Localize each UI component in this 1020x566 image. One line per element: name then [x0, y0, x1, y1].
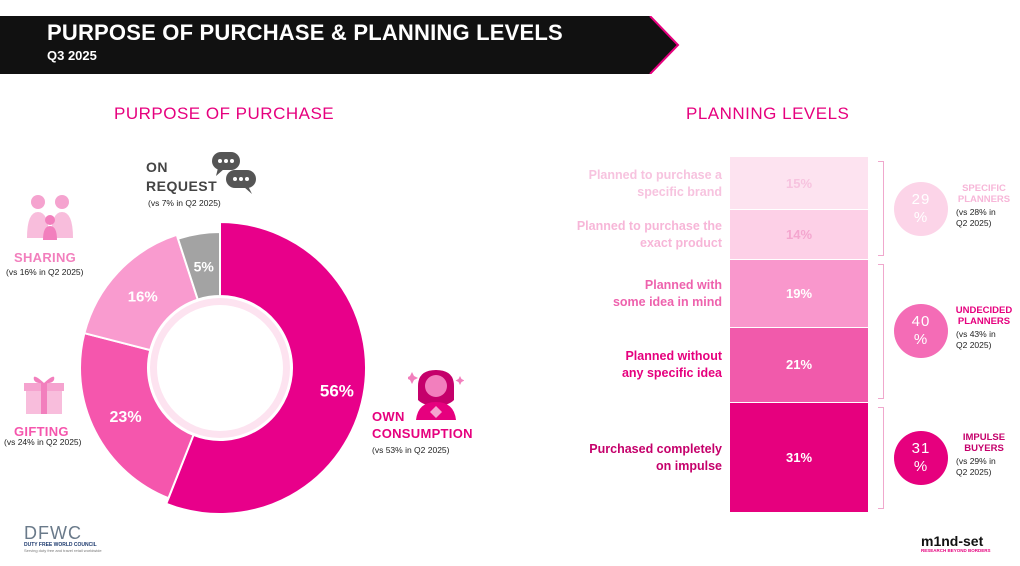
donut-value-own: 56% [320, 381, 354, 400]
stack-value-5: 31% [785, 449, 813, 465]
stack-segment-5 [730, 402, 868, 513]
donut-hole [157, 305, 283, 431]
donut-slice-gifting [79, 331, 195, 500]
stack-label-3: Planned with some idea in mind [612, 278, 722, 310]
request-comparison: (vs 7% in Q2 2025) [148, 198, 221, 208]
group-title-1: SPECIFIC PLANNERS [957, 182, 1011, 205]
mindset-logo: m1nd-set RESEARCH BEYOND BORDERS [921, 533, 991, 553]
group-bracket-1 [878, 161, 884, 257]
purpose-section-title: PURPOSE OF PURCHASE [114, 104, 335, 123]
dfwc-logo: DFWC DUTY FREE WORLD COUNCIL Serving dut… [24, 523, 102, 553]
stack-value-2: 14% [785, 227, 813, 243]
gifting-comparison: (vs 24% in Q2 2025) [4, 437, 82, 447]
stack-label-2: Planned to purchase the exact product [576, 219, 722, 251]
stack-label-1: Planned to purchase a specific brand [588, 167, 722, 199]
group-circle-2: 40% [894, 304, 948, 359]
woman-icon [408, 370, 464, 420]
group-title-2: UNDECIDED PLANNERS [955, 305, 1013, 328]
donut-slice-sharing [83, 233, 200, 352]
group-note-1: (vs 28% in Q2 2025) [956, 206, 996, 228]
sharing-comparison: (vs 16% in Q2 2025) [6, 267, 84, 277]
sharing-label: SHARING [14, 250, 77, 265]
purpose-donut-chart: 56% 23% 16% 5% [79, 220, 367, 515]
group-note-2: (vs 43% in Q2 2025) [956, 329, 996, 351]
stack-value-3: 19% [785, 286, 813, 302]
group-circle-1: 29% [894, 181, 948, 236]
donut-value-request: 5% [194, 258, 215, 274]
header-banner [0, 16, 680, 74]
planning-stacked-bar: 15% 14% 19% 21% 31% [730, 157, 868, 513]
stack-segment-1 [730, 157, 868, 211]
stack-value-4: 21% [785, 357, 813, 373]
own-consumption-label: OWN CONSUMPTION [372, 409, 473, 441]
planning-segment-labels: Planned to purchase a specific brand Plann… [520, 157, 722, 513]
group-title-3: IMPULSE BUYERS [962, 431, 1006, 454]
page-title: PURPOSE OF PURCHASE & PLANNING LEVELS [47, 20, 563, 45]
planning-section-title: PLANNING LEVELS [686, 104, 850, 123]
family-icon [27, 195, 73, 240]
request-label: ON REQUEST [146, 159, 218, 194]
group-note-3: (vs 29% in Q2 2025) [956, 455, 996, 477]
header-arrow-shape [0, 16, 680, 74]
group-bracket-3 [878, 406, 884, 509]
donut-slice-request [176, 230, 221, 301]
stack-segment-3 [730, 260, 868, 328]
stack-value-1: 15% [785, 175, 813, 191]
gift-icon [24, 376, 64, 414]
donut-slice-own [164, 220, 367, 515]
group-bracket-2 [878, 264, 884, 399]
stack-label-4: Planned without any specific idea [621, 349, 722, 381]
stack-segment-2 [730, 210, 868, 261]
stack-label-5: Purchased completely on impulse [589, 441, 722, 473]
gifting-label: GIFTING [14, 424, 69, 439]
donut-value-gifting: 23% [110, 409, 142, 426]
stack-segment-4 [730, 327, 868, 403]
donut-value-sharing: 16% [128, 288, 158, 305]
group-circle-3: 31% [894, 430, 948, 485]
page-subtitle: Q3 2025 [47, 48, 97, 63]
chat-bubbles-icon [212, 152, 256, 194]
own-consumption-comparison: (vs 53% in Q2 2025) [372, 445, 450, 455]
